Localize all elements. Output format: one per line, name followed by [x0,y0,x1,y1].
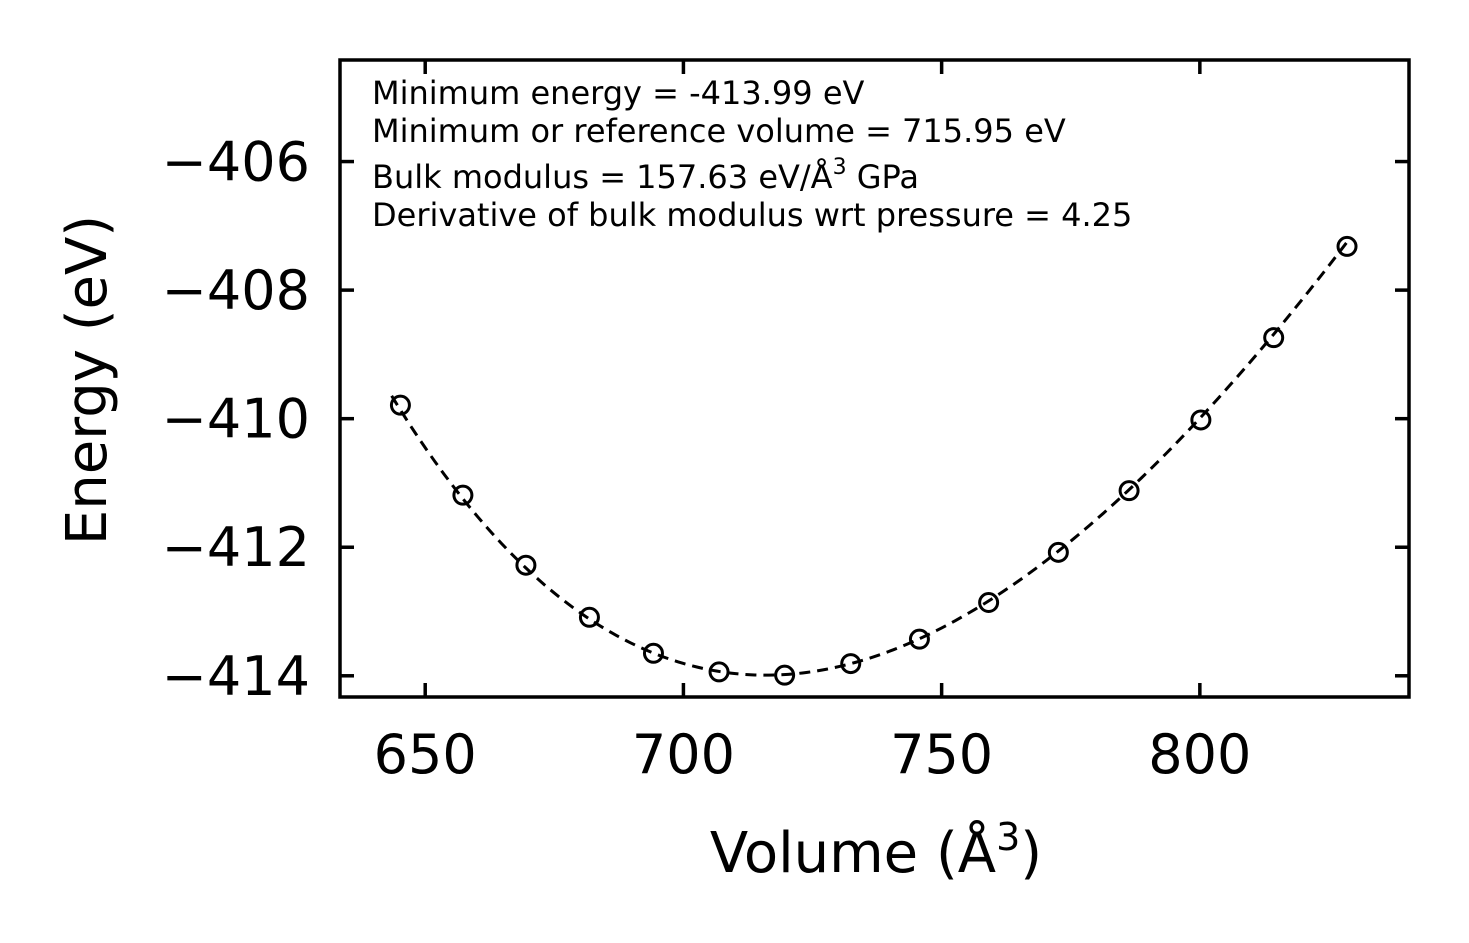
data-point [578,606,600,628]
data-point [1336,235,1358,257]
annotation-bulk-modulus-derivative: Derivative of bulk modulus wrt pressure … [372,196,1132,234]
data-point [1047,541,1069,563]
data-point [708,661,730,683]
y-axis-ticks: −406 −408 −410 −412 −414 [162,131,1409,708]
data-point [1190,409,1212,431]
annotation-min-volume: Minimum or reference volume = 715.95 eV [372,112,1066,150]
plot-frame [338,58,1411,699]
data-point [642,642,664,664]
x-tick-label: 800 [1148,723,1251,786]
y-axis-title: Energy (eV) [55,215,120,545]
annotation-box: Minimum energy = -413.99 eV Minimum or r… [372,74,1132,234]
y-tick-label: −410 [162,388,310,451]
x-tick-label: 650 [374,723,477,786]
data-point [515,554,537,576]
x-tick-label: 700 [632,723,735,786]
x-tick-label: 750 [890,723,993,786]
data-point [1118,480,1140,502]
annotation-bulk-modulus: Bulk modulus = 157.63 eV/Å3 GPa [372,155,919,196]
y-tick-label: −408 [162,259,310,322]
x-axis-ticks: 650 700 750 800 [374,60,1251,786]
data-points [389,235,1358,686]
fit-curve [390,241,1349,677]
data-point [1263,327,1285,349]
data-point [840,653,862,675]
data-point [908,628,930,650]
data-point [452,484,474,506]
y-tick-label: −414 [162,645,310,708]
data-point [978,592,1000,614]
annotation-min-energy: Minimum energy = -413.99 eV [372,74,865,112]
data-point [389,394,411,416]
plot-area [389,235,1358,686]
data-point [774,664,796,686]
x-axis-title: Volume (Å3) [710,815,1042,886]
y-tick-label: −412 [162,516,310,579]
y-tick-label: −406 [162,131,310,194]
